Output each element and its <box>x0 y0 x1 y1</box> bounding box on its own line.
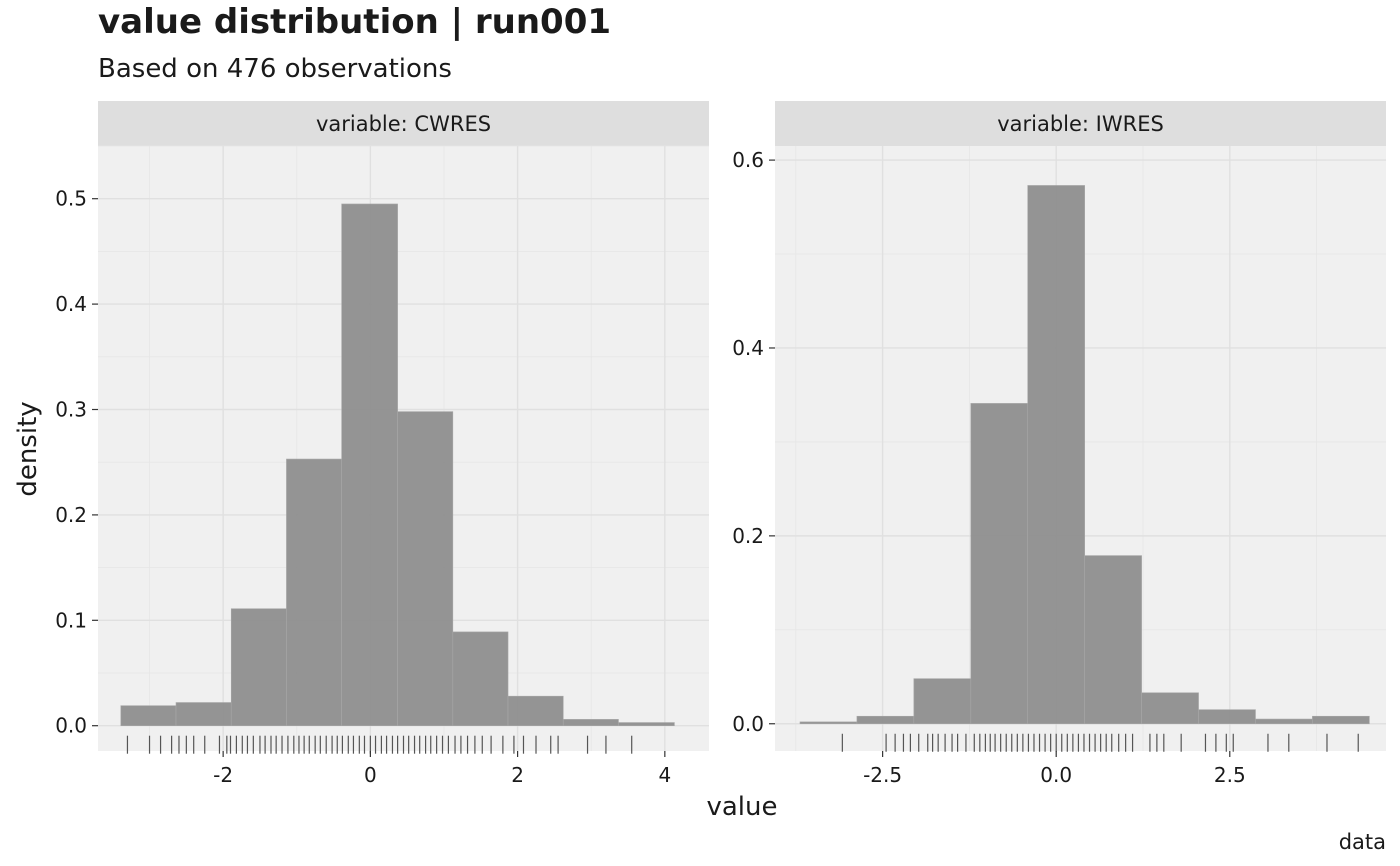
histogram-bar <box>1027 185 1085 725</box>
y-tick-label: 0.4 <box>732 336 764 360</box>
histogram-bar <box>120 705 177 727</box>
facet-strip <box>98 101 709 146</box>
histogram-bar <box>562 719 619 727</box>
histogram-bar <box>1312 715 1370 725</box>
y-tick-label: 0.5 <box>55 187 87 211</box>
facet-strip-label: variable: IWRES <box>997 112 1164 136</box>
chart-caption: data <box>1338 830 1386 854</box>
x-tick-label: 2.5 <box>1214 763 1246 787</box>
histogram-bar <box>1084 555 1142 725</box>
y-tick-label: 0.3 <box>55 398 87 422</box>
y-axis-title: density <box>13 401 43 496</box>
x-axis-title: value <box>706 792 777 822</box>
facet-strip <box>775 101 1386 146</box>
histogram-bar <box>341 203 398 727</box>
y-tick-label: 0.0 <box>55 714 87 738</box>
y-tick-label: 0.2 <box>55 503 87 527</box>
histogram-bar <box>397 411 454 727</box>
y-tick-label: 0.6 <box>732 148 764 172</box>
histogram-bar <box>452 631 509 727</box>
y-tick-label: 0.0 <box>732 712 764 736</box>
chart-title: value distribution | run001 <box>98 2 612 42</box>
x-tick-label: 4 <box>658 763 671 787</box>
panel-iwres: variable: IWRES 0.0 0.2 0.4 0.6 -2.5 0.0 2.5 <box>732 101 1386 787</box>
x-tick-label: -2 <box>213 763 233 787</box>
x-tick-label: 0 <box>364 763 377 787</box>
histogram-bar <box>913 678 972 725</box>
histogram-bar <box>618 722 675 727</box>
x-tick-label: 2 <box>511 763 524 787</box>
facet-strip-label: variable: CWRES <box>316 112 491 136</box>
histogram-bar <box>1141 692 1199 725</box>
histogram-bar <box>799 721 858 725</box>
histogram-bar <box>507 695 564 727</box>
histogram-bar <box>1255 718 1313 725</box>
panel-cwres: variable: CWRES 0.0 0.1 0.2 0.3 0.4 0.5 -2 0 2 4 <box>55 101 709 787</box>
x-tick-label: -2.5 <box>863 763 902 787</box>
histogram-bar <box>970 403 1029 725</box>
histogram-bar <box>175 702 232 727</box>
chart-subtitle: Based on 476 observations <box>98 54 452 84</box>
histogram-bar <box>230 608 287 727</box>
histogram-bar <box>1198 709 1256 725</box>
y-tick-label: 0.1 <box>55 608 87 632</box>
x-tick-label: 0.0 <box>1040 763 1072 787</box>
y-tick-label: 0.4 <box>55 292 87 316</box>
y-tick-label: 0.2 <box>732 524 764 548</box>
histogram-bar <box>286 458 342 727</box>
histogram-bar <box>856 715 915 725</box>
